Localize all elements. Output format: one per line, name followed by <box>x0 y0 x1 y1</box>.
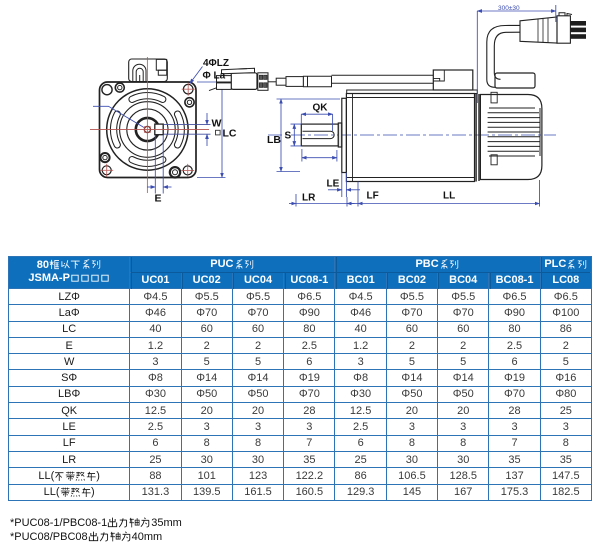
svg-text:LL: LL <box>443 191 455 202</box>
svg-text:Φ La: Φ La <box>203 71 226 82</box>
svg-text:S: S <box>285 131 292 142</box>
svg-text:LE: LE <box>327 179 340 190</box>
svg-text:E: E <box>155 193 162 205</box>
svg-text:4ΦLZ: 4ΦLZ <box>203 58 229 69</box>
svg-text:LB: LB <box>267 134 281 146</box>
svg-text:QK: QK <box>313 103 329 114</box>
svg-text:300±30: 300±30 <box>498 5 520 12</box>
svg-text:LC: LC <box>223 128 237 140</box>
svg-text:LF: LF <box>367 191 379 202</box>
svg-text:W: W <box>212 118 222 130</box>
svg-text:LR: LR <box>302 193 316 204</box>
